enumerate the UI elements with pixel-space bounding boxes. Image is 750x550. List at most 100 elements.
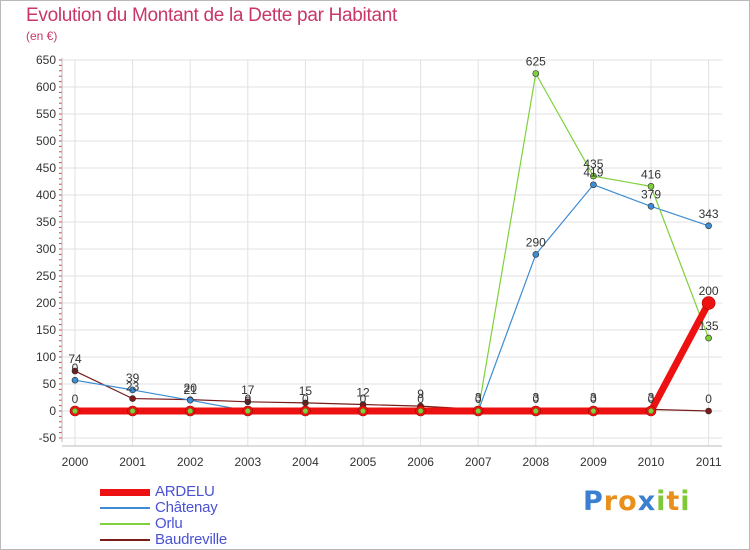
data-point-baudreville [129,395,136,402]
data-label: 21 [184,383,198,397]
y-tick-label: 50 [43,377,57,391]
legend-label-ardelu: ARDELU [155,483,215,500]
x-tick-label: 2005 [350,455,377,469]
legend-label-orlu: Orlu [155,515,183,532]
legend-item-orlu: Orlu [100,515,300,532]
data-point-chtenay [129,386,136,394]
logo-letter: i [680,486,691,517]
y-tick-label: 100 [36,350,56,364]
y-tick-label: 250 [36,269,56,283]
y-tick-label: 550 [36,107,56,121]
data-point-overlap [360,408,366,414]
data-point-orlu [705,334,712,342]
data-label: 200 [699,284,719,298]
data-label: 23 [126,380,140,394]
x-tick-label: 2000 [62,455,89,469]
chart-title: Evolution du Montant de la Dette par Hab… [26,5,397,26]
data-label: 0 [532,392,539,406]
series-line-chtenay [74,184,709,412]
legend-swatch-chatenay [100,507,150,509]
data-label: 3 [532,390,539,404]
logo-letter: r [603,486,619,517]
data-point-chtenay [532,251,540,258]
chart-subtitle: (en €) [26,29,58,43]
data-label: 15 [299,384,313,398]
data-label: 0 [590,392,597,406]
data-point-overlap [72,408,78,414]
data-label: 17 [241,383,255,397]
y-tick-label: 600 [36,80,56,94]
logo-letter: P [583,486,604,517]
legend-label-chatenay: Châtenay [155,499,218,516]
data-point-chtenay [705,222,712,230]
series-line-orlu [75,72,710,412]
data-label: 0 [417,392,424,406]
data-label: 39 [126,371,140,385]
data-label: 9 [417,387,424,401]
data-label: 416 [641,167,661,181]
data-label: 3 [475,390,482,404]
y-tick-label: 150 [36,323,56,337]
data-label: 0 [244,392,251,406]
data-point-overlap [129,408,136,414]
logo-letter: t [666,486,681,517]
data-point-chtenay [590,181,597,189]
data-point-overlap [302,408,309,414]
data-point-overlap [417,408,424,414]
y-tick-label: 0 [49,404,56,418]
data-label: 0 [72,361,79,375]
y-tick-label: 350 [36,215,56,229]
data-point-overlap [532,408,539,414]
data-label: 379 [641,187,661,201]
data-point-chtenay [186,396,194,404]
data-label: 3 [648,390,655,404]
legend-swatch-baudreville [100,539,150,541]
x-tick-label: 2002 [177,455,204,469]
x-tick-label: 2006 [407,455,434,469]
data-point-orlu [532,70,540,77]
series-line-baudreville [74,370,709,412]
legend-swatch-orlu [100,523,150,525]
y-tick-label: 200 [36,296,56,310]
x-tick-label: 2001 [119,455,146,469]
y-tick-label: 650 [36,53,56,67]
data-label: 0 [648,392,655,406]
y-tick-label: 300 [36,242,56,256]
x-tick-label: 2009 [580,455,607,469]
y-tick-label: 500 [36,134,56,148]
data-point-overlap [590,408,597,414]
legend-item-baudreville: Baudreville [100,531,300,548]
data-point-overlap [187,408,194,414]
legend-item-chatenay: Châtenay [100,499,300,516]
logo-letter: i [656,486,667,517]
y-tick-label: -50 [39,431,57,445]
data-label: 0 [360,392,367,406]
y-tick-label: 400 [36,188,56,202]
data-point-overlap [648,408,654,414]
data-point-overlap [244,408,251,414]
data-label: 12 [356,386,370,400]
legend-swatch-ardelu [100,489,150,496]
legend-item-ardelu: ARDELU [100,483,300,500]
data-label: 0 [302,392,309,406]
data-label: 20 [184,381,198,395]
data-point-overlap [475,408,482,414]
data-label: 3 [590,390,597,404]
data-point-baudreville [705,407,712,415]
data-label: 290 [526,235,546,249]
logo-letter: o [618,486,638,517]
x-tick-label: 2007 [465,455,492,469]
data-point-baudreville [244,398,252,406]
data-label: 0 [72,392,79,406]
legend-label-baudreville: Baudreville [155,531,228,548]
data-label: 74 [68,352,82,366]
data-label: 135 [699,319,719,333]
data-label: 435 [583,157,603,171]
data-point-ardelu [701,296,716,310]
data-label: 0 [475,392,482,406]
x-tick-label: 2004 [292,455,319,469]
x-tick-label: 2008 [522,455,549,469]
data-label: 625 [526,55,546,69]
data-point-orlu [647,183,655,190]
